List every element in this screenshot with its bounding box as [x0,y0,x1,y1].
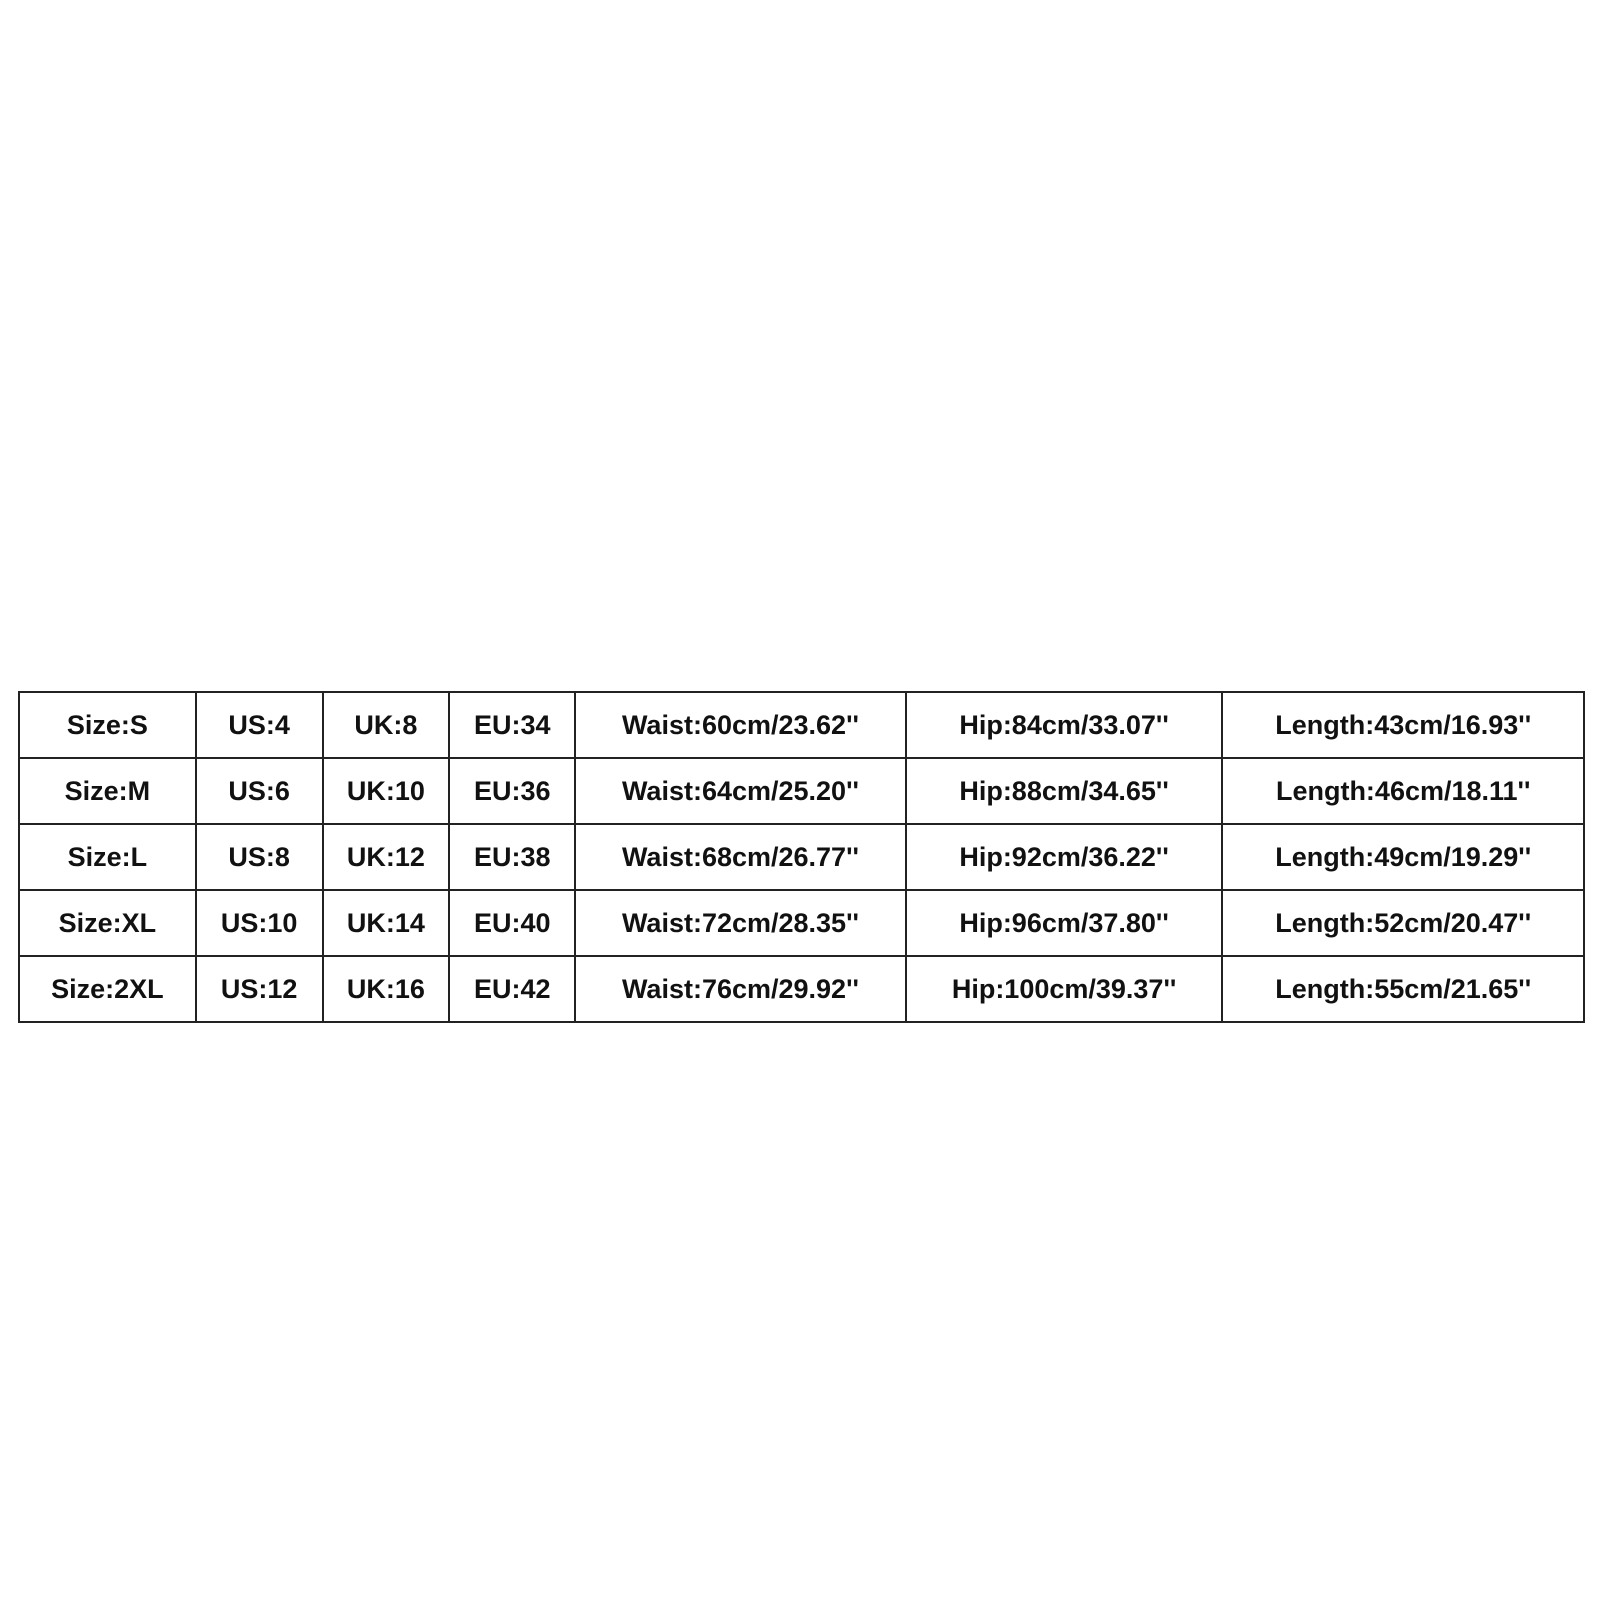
length-cell: Length:49cm/19.29'' [1221,823,1585,891]
hip-cell: Hip:96cm/37.80'' [904,889,1224,957]
length-cell: Length:52cm/20.47'' [1221,889,1585,957]
waist-cell: Waist:72cm/28.35'' [574,889,907,957]
uk-size-cell: UK:12 [321,823,451,891]
us-size-cell: US:6 [194,757,324,825]
eu-size-cell: EU:36 [448,757,577,825]
us-size-cell: US:12 [194,955,324,1023]
size-chart-table: Size:S US:4 UK:8 EU:34 Waist:60cm/23.62'' Hip… [18,691,1585,1023]
waist-cell: Waist:68cm/26.77'' [574,823,907,891]
eu-size-cell: EU:42 [448,955,577,1023]
eu-size-cell: EU:38 [448,823,577,891]
us-size-cell: US:8 [194,823,324,891]
table-row: Size:L US:8 UK:12 EU:38 Waist:68cm/26.77'' Hi… [18,823,1585,891]
size-cell: Size:S [18,691,197,759]
hip-cell: Hip:100cm/39.37'' [904,955,1224,1023]
size-cell: Size:2XL [18,955,197,1023]
size-cell: Size:XL [18,889,197,957]
uk-size-cell: UK:16 [321,955,451,1023]
size-cell: Size:M [18,757,197,825]
table-row: Size:XL US:10 UK:14 EU:40 Waist:72cm/28.35''… [18,889,1585,957]
uk-size-cell: UK:14 [321,889,451,957]
table-row: Size:M US:6 UK:10 EU:36 Waist:64cm/25.20'' Hi… [18,757,1585,825]
hip-cell: Hip:92cm/36.22'' [904,823,1224,891]
us-size-cell: US:4 [194,691,324,759]
waist-cell: Waist:64cm/25.20'' [574,757,907,825]
length-cell: Length:43cm/16.93'' [1221,691,1585,759]
eu-size-cell: EU:40 [448,889,577,957]
waist-cell: Waist:76cm/29.92'' [574,955,907,1023]
hip-cell: Hip:88cm/34.65'' [904,757,1224,825]
uk-size-cell: UK:10 [321,757,451,825]
length-cell: Length:55cm/21.65'' [1221,955,1585,1023]
length-cell: Length:46cm/18.11'' [1221,757,1585,825]
uk-size-cell: UK:8 [321,691,451,759]
size-chart-body: Size:S US:4 UK:8 EU:34 Waist:60cm/23.62'' Hip… [18,691,1585,1023]
us-size-cell: US:10 [194,889,324,957]
table-row: Size:S US:4 UK:8 EU:34 Waist:60cm/23.62'' Hip… [18,691,1585,759]
size-cell: Size:L [18,823,197,891]
hip-cell: Hip:84cm/33.07'' [904,691,1224,759]
eu-size-cell: EU:34 [448,691,577,759]
waist-cell: Waist:60cm/23.62'' [574,691,907,759]
table-row: Size:2XL US:12 UK:16 EU:42 Waist:76cm/29.92'… [18,955,1585,1023]
